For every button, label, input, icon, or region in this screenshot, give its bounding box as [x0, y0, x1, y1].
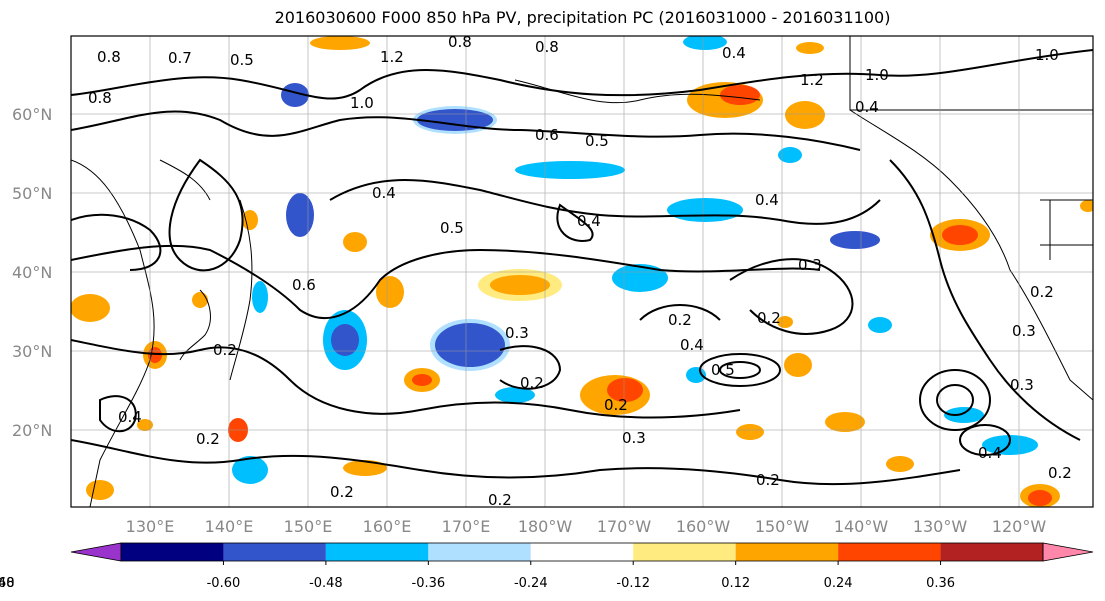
- contour-label: 0.2: [757, 309, 781, 327]
- colorbar-tick-label: 0.60: [0, 576, 14, 591]
- pv-contours: [71, 49, 1093, 486]
- contour-label: 0.2: [196, 430, 220, 448]
- lon-label: 130°E: [126, 517, 175, 536]
- colorbar-segment: [735, 543, 839, 561]
- colorbar-tick-label: 0.12: [721, 576, 750, 591]
- colorbar-segment: [633, 543, 736, 561]
- contour-label: 0.3: [798, 256, 822, 274]
- colorbar-tick-label: 0.24: [824, 576, 853, 591]
- colorbar-segment: [223, 543, 326, 561]
- colorbar-segment: [940, 543, 1043, 561]
- colorbar-tick-label: -0.60: [207, 576, 241, 591]
- colorbar-tick-label: 0.48: [0, 576, 14, 591]
- lon-label: 150°W: [755, 517, 810, 536]
- colorbar-tick-label: -0.36: [412, 576, 446, 591]
- colorbar-segment: [838, 543, 941, 561]
- colorbar-tick-label: -0.48: [309, 576, 343, 591]
- contour-label: 0.3: [1012, 322, 1036, 340]
- lon-label: 170°E: [442, 517, 491, 536]
- contour-label: 0.8: [535, 38, 559, 56]
- contour-label: 0.2: [1048, 464, 1072, 482]
- colorbar-max-arrow: [1042, 542, 1094, 562]
- contour-labels: 0.8 0.7 0.5 1.2 0.8 0.8 0.4 1.0 1.2 1.0 …: [88, 33, 1072, 509]
- lon-label: 140°W: [834, 517, 889, 536]
- contour-label: 0.3: [622, 429, 646, 447]
- contour-label: 0.8: [88, 89, 112, 107]
- contour-label: 0.2: [668, 311, 692, 329]
- contour-label: 0.2: [330, 483, 354, 501]
- contour-label: 0.4: [978, 444, 1002, 462]
- lon-label: 160°W: [676, 517, 731, 536]
- lon-label: 150°E: [284, 517, 333, 536]
- longitude-labels: 130°E 140°E 150°E 160°E 170°E 180°W 170°…: [126, 517, 1047, 536]
- lat-label-30n: 30°N: [12, 342, 52, 361]
- map-frame: [70, 35, 1094, 508]
- contour-label: 0.3: [505, 324, 529, 342]
- contour-label: 0.8: [448, 33, 472, 51]
- colorbar-tick-label: 0.36: [926, 576, 955, 591]
- contour-label: 1.0: [865, 66, 889, 84]
- contour-label: 0.5: [230, 51, 254, 69]
- contour-label: 0.7: [168, 49, 192, 67]
- lon-label: 160°E: [363, 517, 412, 536]
- lon-label: 120°W: [992, 517, 1047, 536]
- contour-label: 0.4: [680, 336, 704, 354]
- contour-label: 0.8: [97, 48, 121, 66]
- colorbar-min-arrow: [70, 542, 122, 562]
- contour-label: 0.5: [585, 132, 609, 150]
- contour-label: 0.2: [488, 491, 512, 509]
- lon-label: 180°W: [518, 517, 573, 536]
- contour-label: 0.2: [1030, 283, 1054, 301]
- contour-label: 0.2: [520, 374, 544, 392]
- figure-title: 2016030600 F000 850 hPa PV, precipitatio…: [274, 8, 891, 27]
- contour-label: 0.5: [711, 361, 735, 379]
- lon-label: 130°W: [913, 517, 968, 536]
- contour-label: 0.4: [755, 191, 779, 209]
- colorbar: [70, 542, 1094, 565]
- lon-label: 170°W: [597, 517, 652, 536]
- colorbar-tick-label: -0.24: [514, 576, 548, 591]
- contour-label: 0.4: [372, 184, 396, 202]
- contour-label: 1.0: [350, 94, 374, 112]
- lon-label: 140°E: [205, 517, 254, 536]
- colorbar-segment: [121, 543, 224, 561]
- lat-label-60n: 60°N: [12, 105, 52, 124]
- lat-label-50n: 50°N: [12, 184, 52, 203]
- contour-label: 0.6: [535, 126, 559, 144]
- colorbar-segment: [428, 543, 531, 561]
- lat-label-40n: 40°N: [12, 263, 52, 282]
- latitude-labels: 60°N 50°N 40°N 30°N 20°N: [12, 105, 52, 440]
- contour-label: 0.2: [756, 471, 780, 489]
- contour-label: 0.4: [722, 44, 746, 62]
- lat-label-20n: 20°N: [12, 421, 52, 440]
- contour-label: 1.0: [1035, 46, 1059, 64]
- colorbar-frame: [120, 542, 1044, 562]
- colorbar-labels: -0.60 -0.48 -0.36 -0.24 -0.12 0.12 0.24 …: [0, 576, 955, 591]
- colorbar-tick-label: -0.12: [616, 576, 650, 591]
- contour-label: 0.5: [440, 219, 464, 237]
- colorbar-segment: [325, 543, 429, 561]
- contour-label: 0.6: [292, 276, 316, 294]
- contour-label: 1.2: [380, 48, 404, 66]
- contour-label: 0.4: [118, 408, 142, 426]
- contour-label: 1.2: [800, 71, 824, 89]
- colorbar-segment: [530, 543, 634, 561]
- contour-label: 0.2: [604, 396, 628, 414]
- contour-label: 0.2: [213, 341, 237, 359]
- contour-label: 0.4: [855, 98, 879, 116]
- contour-label: 0.3: [1010, 376, 1034, 394]
- contour-label: 0.4: [577, 212, 601, 230]
